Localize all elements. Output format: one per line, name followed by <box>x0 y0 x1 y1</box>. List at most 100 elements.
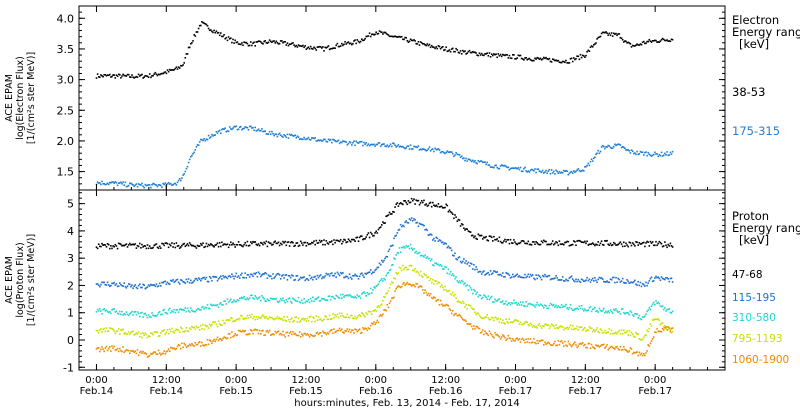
data-point <box>206 325 209 327</box>
data-point <box>553 342 555 345</box>
data-point <box>394 235 396 237</box>
data-point <box>131 284 133 286</box>
data-point <box>99 329 101 331</box>
data-point <box>486 333 488 335</box>
data-point <box>507 57 510 59</box>
data-point <box>496 333 498 336</box>
data-point <box>634 352 636 354</box>
data-point <box>453 155 455 158</box>
data-point <box>161 242 163 245</box>
data-point <box>221 339 223 342</box>
data-point <box>460 279 463 282</box>
data-point <box>148 285 151 287</box>
data-point <box>426 294 429 296</box>
data-point <box>267 274 270 276</box>
data-point <box>505 53 507 56</box>
data-point <box>357 314 360 317</box>
data-point <box>298 301 301 303</box>
data-point <box>395 254 397 256</box>
data-point <box>631 281 634 284</box>
data-point <box>278 300 281 302</box>
data-point <box>591 160 594 162</box>
data-point <box>175 279 178 281</box>
data-point <box>101 346 103 348</box>
data-point <box>95 329 98 332</box>
data-point <box>667 326 669 328</box>
data-point <box>194 328 197 330</box>
data-point <box>351 238 353 241</box>
data-point <box>107 330 110 332</box>
data-point <box>104 330 107 333</box>
proton-plot-frame <box>78 189 726 371</box>
data-point <box>519 54 522 57</box>
data-point <box>148 354 151 357</box>
data-point <box>480 234 483 237</box>
x-tick-time-label: 12:00 <box>431 375 460 386</box>
data-point <box>490 166 493 168</box>
data-point <box>534 243 536 245</box>
data-point <box>324 138 326 141</box>
data-point <box>295 334 298 336</box>
data-point <box>563 280 565 282</box>
data-point <box>346 42 349 44</box>
data-point <box>244 330 246 332</box>
data-point <box>180 308 182 310</box>
data-point <box>527 303 530 305</box>
data-point <box>165 331 168 334</box>
data-point <box>152 314 154 316</box>
data-point <box>346 143 349 146</box>
data-point <box>376 284 379 287</box>
data-point <box>388 35 391 38</box>
data-point <box>164 71 167 73</box>
data-point <box>647 241 649 243</box>
data-point <box>217 245 220 248</box>
data-point <box>352 296 354 298</box>
data-point <box>482 317 484 319</box>
data-point <box>278 244 281 247</box>
data-point <box>105 327 108 329</box>
data-point <box>335 315 337 318</box>
data-point <box>251 273 253 276</box>
data-point <box>264 130 266 132</box>
data-point <box>671 150 674 153</box>
data-point <box>624 312 626 315</box>
data-point <box>526 321 528 323</box>
data-point <box>609 278 612 280</box>
data-point <box>356 294 359 296</box>
data-point <box>365 236 367 238</box>
data-point <box>385 32 387 35</box>
data-point <box>543 306 545 309</box>
data-point <box>634 245 636 247</box>
data-point <box>551 240 554 242</box>
data-point <box>661 322 664 324</box>
data-point <box>314 298 316 300</box>
data-point <box>422 289 424 291</box>
data-point <box>599 35 602 38</box>
data-point <box>170 311 172 314</box>
data-point <box>548 57 551 60</box>
data-point <box>378 142 381 144</box>
data-point <box>135 286 138 289</box>
data-point <box>136 244 139 247</box>
data-point <box>568 307 571 309</box>
data-point <box>106 281 109 284</box>
data-point <box>266 317 269 320</box>
data-point <box>383 222 385 224</box>
data-point <box>579 342 582 345</box>
data-point <box>569 276 572 278</box>
data-point <box>503 322 505 324</box>
data-point <box>537 304 540 306</box>
data-point <box>574 241 576 243</box>
data-point <box>233 299 235 301</box>
data-point <box>452 273 454 275</box>
data-point <box>281 299 283 302</box>
x-tick-date-label: Feb.15 <box>289 386 323 397</box>
data-point <box>398 228 401 231</box>
data-point <box>346 328 349 330</box>
data-point <box>403 200 405 202</box>
data-point <box>658 319 661 321</box>
data-point <box>221 35 223 38</box>
data-point <box>306 47 309 49</box>
data-point <box>610 329 613 332</box>
data-point <box>585 279 587 281</box>
